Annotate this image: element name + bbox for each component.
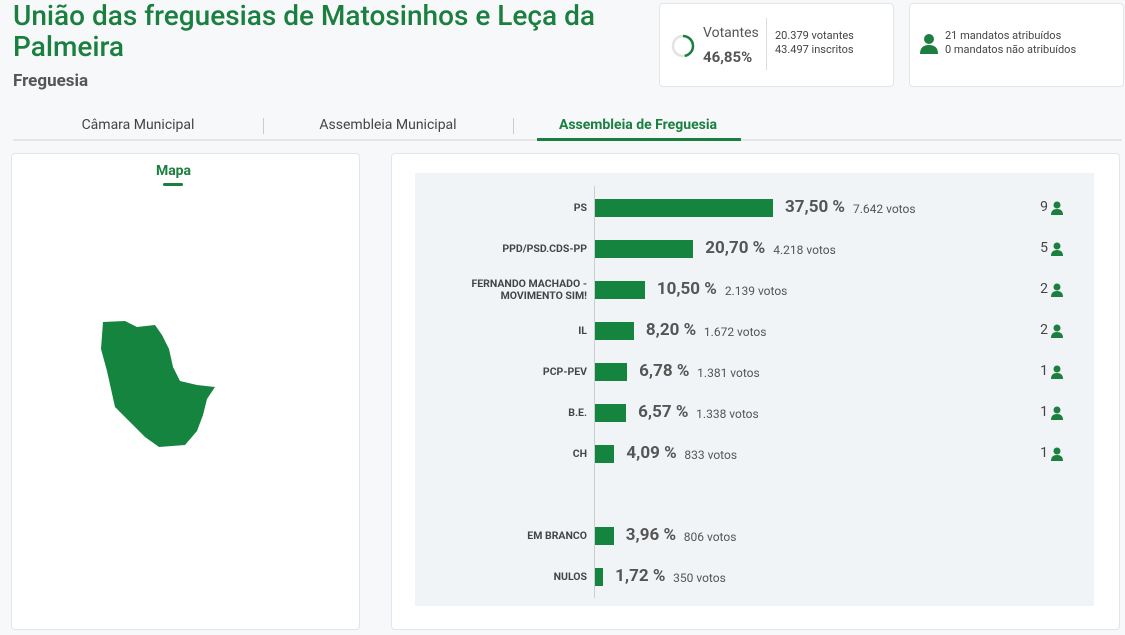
- votes-label: 833 votos: [684, 448, 738, 462]
- percent-label: 10,50 %: [656, 279, 717, 299]
- party-label: NULOS: [553, 570, 587, 583]
- page-title: União das freguesias de Matosinhos e Leç…: [13, 0, 595, 63]
- results-card: PS 37,50 % 7.642 votos 9 PPD/PSD.CDS-PP 20,70…: [391, 153, 1120, 630]
- bar: [595, 240, 694, 258]
- votes-label: 1.381 votos: [697, 366, 760, 380]
- person-icon: [1051, 323, 1063, 338]
- divider: [766, 18, 767, 70]
- seats: 2: [1040, 281, 1048, 297]
- percent-label: 3,96 %: [625, 525, 677, 545]
- person-icon: [1051, 282, 1063, 297]
- person-icon: [1051, 241, 1063, 256]
- results-panel: [415, 173, 1094, 606]
- registered: 43.497 inscritos: [775, 43, 854, 56]
- turnout-label: Votantes: [703, 25, 759, 41]
- bar: [595, 281, 645, 299]
- percent-label: 8,20 %: [645, 320, 697, 340]
- seats: 2: [1040, 322, 1048, 338]
- bar: [595, 568, 604, 586]
- votes-label: 1.672 votos: [703, 325, 767, 339]
- person-icon: [920, 34, 938, 54]
- tab[interactable]: Câmara Municipal: [81, 117, 195, 133]
- party-label: PS: [573, 201, 587, 214]
- percent-label: 4,09 %: [626, 443, 677, 463]
- tab-sep: [263, 118, 264, 134]
- votes-label: 2.139 votos: [724, 284, 788, 298]
- mandates-assigned: 21 mandatos atribuídos: [945, 29, 1062, 42]
- mandates-unassigned: 0 mandatos não atribuídos: [945, 43, 1077, 56]
- bar: [595, 445, 615, 463]
- seats: 1: [1040, 445, 1048, 461]
- bar: [595, 322, 634, 340]
- turnout-value: 46,85%: [703, 48, 753, 66]
- person-icon: [1051, 446, 1063, 461]
- mandates-card: 21 mandatos atribuídos 0 mandatos não at…: [909, 3, 1124, 87]
- subtitle: Freguesia: [13, 71, 89, 91]
- person-icon: [1051, 405, 1063, 420]
- tab-sep: [513, 118, 514, 134]
- map-card: Mapa: [11, 153, 360, 630]
- party-label: PCP-PEV: [542, 365, 587, 378]
- tab[interactable]: Assembleia Municipal: [319, 117, 457, 133]
- seats: 1: [1040, 404, 1048, 420]
- map: [101, 321, 215, 447]
- map-underline: [163, 183, 183, 186]
- map-title[interactable]: Mapa: [155, 163, 192, 179]
- party-label: IL: [578, 324, 587, 337]
- bar: [595, 199, 773, 217]
- person-icon: [1051, 364, 1063, 379]
- percent-label: 20,70 %: [705, 238, 766, 258]
- percent-label: 37,50 %: [785, 197, 845, 217]
- votes-label: 806 votos: [683, 530, 737, 544]
- party-label: FERNANDO MACHADO - MOVIMENTO SIM!: [471, 277, 587, 302]
- axis-line: [594, 186, 595, 598]
- votes-label: 350 votos: [673, 571, 726, 585]
- votes-label: 7.642 votos: [853, 202, 916, 216]
- party-label: EM BRANCO: [527, 529, 587, 542]
- bar: [595, 404, 627, 422]
- votes-label: 1.338 votos: [696, 407, 759, 421]
- party-label: PPD/PSD.CDS-PP: [502, 242, 587, 255]
- seats: 1: [1040, 363, 1048, 379]
- person-icon: [1051, 200, 1063, 215]
- tab-active[interactable]: Assembleia de Freguesia: [558, 117, 718, 133]
- turnout-ring: [671, 34, 695, 58]
- tab-underline: [537, 138, 741, 141]
- percent-label: 6,78 %: [639, 361, 690, 381]
- seats: 5: [1040, 240, 1048, 256]
- ring-value: [671, 34, 695, 58]
- voters: 20.379 votantes: [775, 29, 854, 42]
- party-label: CH: [572, 447, 587, 460]
- bar: [595, 363, 628, 381]
- votes-label: 4.218 votos: [773, 243, 836, 257]
- percent-label: 6,57 %: [638, 402, 689, 422]
- party-label: B.E.: [568, 406, 587, 419]
- map-region[interactable]: [101, 321, 215, 447]
- bar: [595, 527, 614, 545]
- seats: 9: [1040, 199, 1048, 215]
- turnout-card: Votantes 46,85% 20.379 votantes 43.497 i…: [659, 3, 894, 87]
- percent-label: 1,72 %: [615, 566, 666, 586]
